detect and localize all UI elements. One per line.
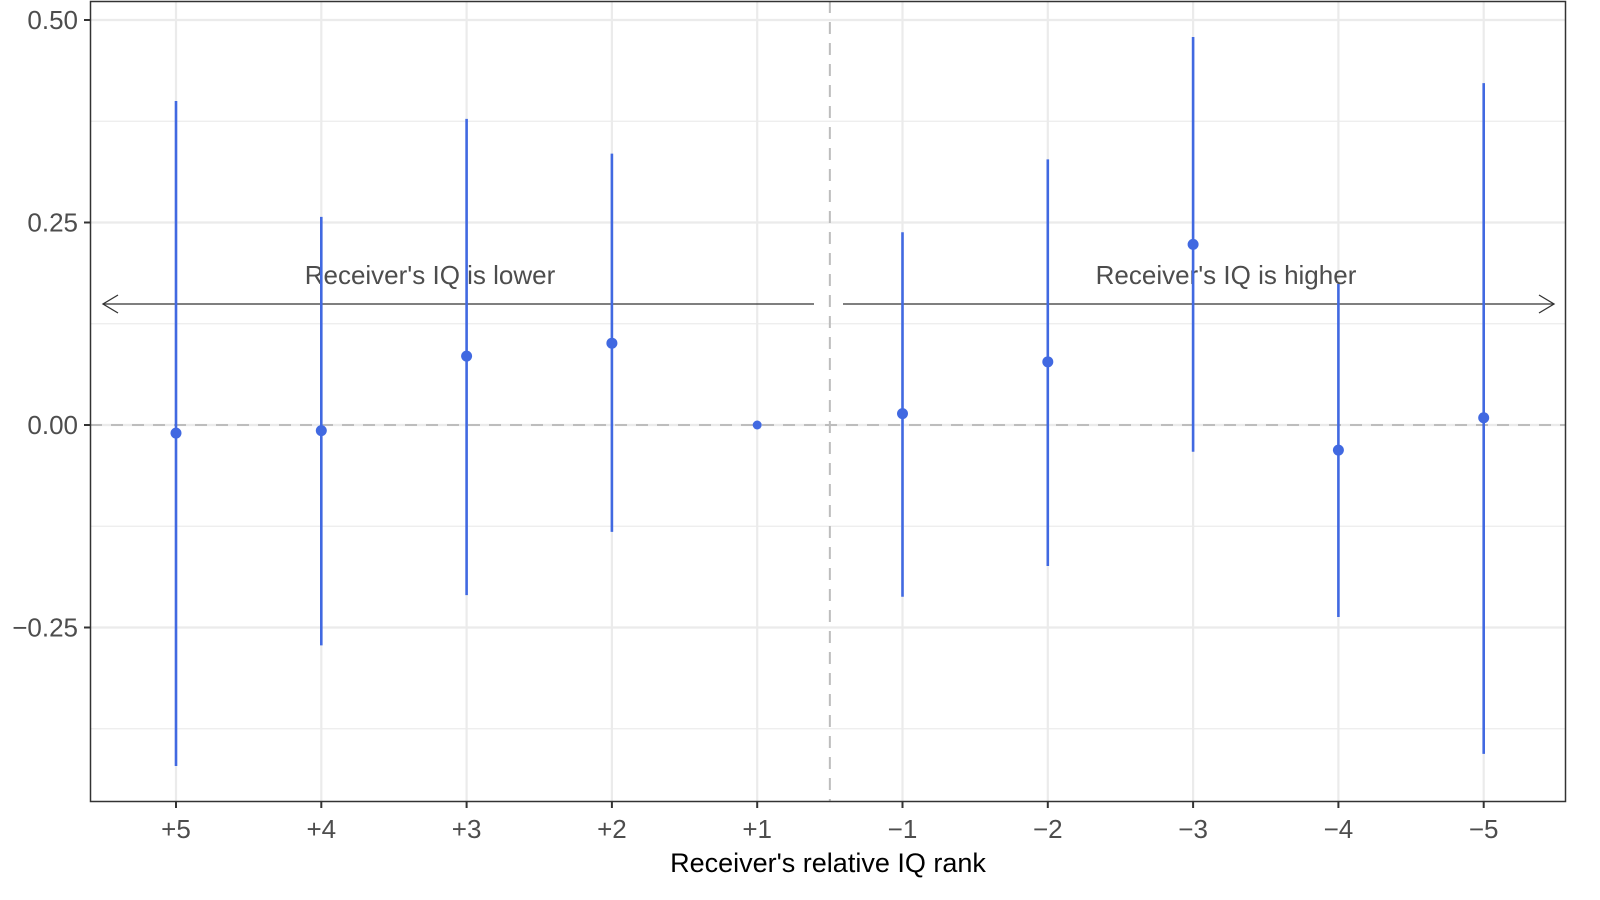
y-axis: 0.50 0.25 0.00 −0.25: [12, 5, 90, 643]
x-tick-label: +3: [452, 814, 482, 844]
annotations: Receiver's IQ is lower Receiver's IQ is …: [101, 260, 1556, 314]
x-tick-label: +5: [161, 814, 191, 844]
x-tick-label: −3: [1178, 814, 1208, 844]
x-tick-label: −1: [888, 814, 918, 844]
data-point: [752, 420, 762, 430]
data-point: [897, 408, 908, 420]
y-tick-label: −0.25: [12, 613, 78, 643]
reference-lines: [90, 1, 1565, 801]
annotation-lower: Receiver's IQ is lower: [305, 260, 556, 290]
data-point: [1187, 238, 1199, 250]
data-point: [1478, 412, 1490, 424]
data-point: [315, 425, 327, 437]
y-tick-label: 0.25: [27, 208, 78, 238]
x-tick-label: +4: [306, 814, 336, 844]
annotation-higher: Receiver's IQ is higher: [1096, 260, 1357, 290]
x-tick-label: −5: [1469, 814, 1499, 844]
x-tick-label: −2: [1033, 814, 1063, 844]
x-tick-label: +1: [742, 814, 772, 844]
data-point: [606, 337, 618, 349]
data-point: [1042, 356, 1054, 368]
x-tick-label: +2: [597, 814, 627, 844]
data-point: [170, 427, 182, 439]
annotation-arrows: [101, 294, 1556, 314]
x-axis: +5 +4 +3 +2 +1 −1 −2 −3 −4 −5: [161, 801, 1499, 844]
grid-lines: [90, 1, 1565, 801]
data-point: [1332, 444, 1344, 456]
arrow-right-head-icon: [1538, 294, 1556, 314]
arrow-left-head-icon: [101, 294, 119, 314]
x-axis-title: Receiver's relative IQ rank: [670, 848, 986, 878]
data-series: [170, 37, 1490, 767]
x-tick-label: −4: [1324, 814, 1354, 844]
data-point: [461, 350, 473, 362]
y-tick-label: 0.00: [27, 410, 78, 440]
plot-panel-border: [89, 0, 1567, 803]
y-tick-label: 0.50: [27, 5, 78, 35]
